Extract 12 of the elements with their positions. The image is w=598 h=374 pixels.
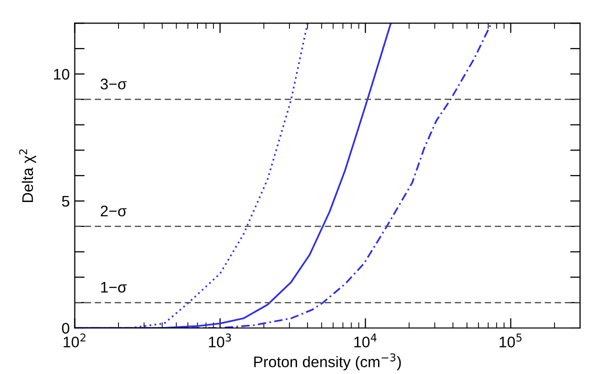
x-tick-label: 10$^{5}$ — [500, 334, 522, 348]
ref-line-label: 2−σ — [100, 206, 127, 216]
x-tick-label: 10$^{4}$ — [354, 334, 377, 348]
ref-line-label: 1−σ — [101, 282, 127, 293]
ref-line-label: 3−σ — [100, 78, 127, 90]
y-axis-title: Delta χ$^{2}$ — [19, 149, 36, 202]
y-tick-label: 5 — [62, 196, 70, 207]
x-axis-title: Proton density (cm$^{−3}$) — [254, 353, 401, 370]
x-tick-label: 10$^{3}$ — [209, 334, 231, 348]
y-tick-label: 0 — [62, 322, 70, 334]
y-tick-label: 10 — [54, 68, 70, 80]
x-tick-label: 10$^{2}$ — [64, 334, 86, 348]
